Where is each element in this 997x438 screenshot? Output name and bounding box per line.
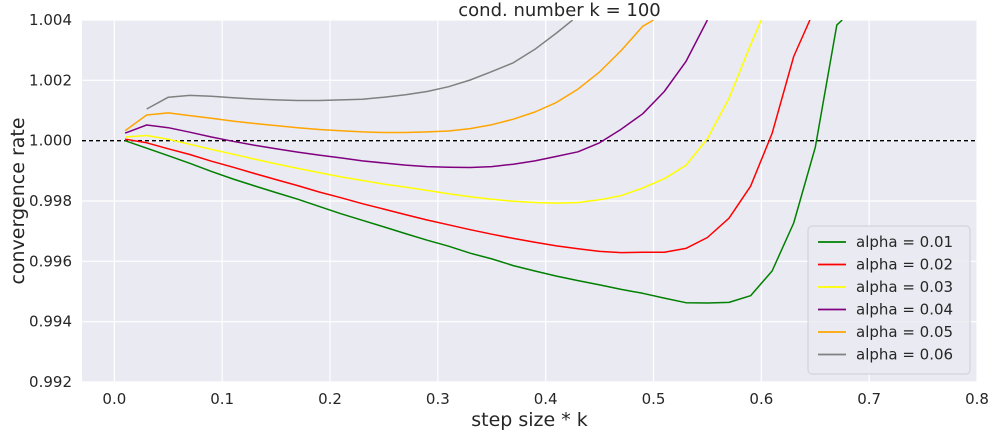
y-tick-label: 0.994 [29,313,72,331]
x-tick-label: 0.8 [965,390,989,408]
x-tick-label: 0.5 [642,390,666,408]
x-axis-title: step size * k [471,409,588,431]
series-line [124,20,709,169]
y-tick-label: 0.996 [29,252,72,270]
legend-label: alpha = 0.05 [856,323,953,341]
y-tick-label: 1.004 [29,11,72,29]
x-tick-label: 0.7 [857,390,881,408]
legend-label: alpha = 0.01 [856,233,953,251]
y-tick-label: 1.002 [29,71,72,89]
chart-title: cond. number k = 100 [458,0,660,21]
x-tick-labels: 0.0 0.1 0.2 0.3 0.4 0.5 0.6 0.7 0.8 [102,390,989,408]
series-line [124,20,843,304]
y-tick-labels: 0.992 0.994 0.996 0.998 1.000 1.002 1.004 [29,11,72,391]
legend-label: alpha = 0.04 [856,301,953,319]
x-tick-label: 0.0 [102,390,126,408]
y-tick-label: 1.000 [29,132,72,150]
x-tick-label: 0.4 [534,390,558,408]
series-line [124,20,811,254]
y-tick-label: 0.992 [29,373,72,391]
series-line [124,20,654,134]
x-tick-label: 0.6 [749,390,773,408]
series-lines [124,20,843,304]
legend-label: alpha = 0.06 [856,346,953,364]
legend: alpha = 0.01 alpha = 0.02 alpha = 0.03 alph… [807,225,971,375]
y-tick-label: 0.998 [29,192,72,210]
series-line [146,20,574,110]
y-axis-title: convergence rate [7,117,29,284]
x-tick-label: 0.2 [318,390,342,408]
legend-label: alpha = 0.03 [856,278,953,296]
series-line [125,20,762,204]
legend-box [807,225,971,375]
legend-label: alpha = 0.02 [856,256,953,274]
x-tick-label: 0.3 [426,390,450,408]
x-tick-label: 0.1 [210,390,234,408]
